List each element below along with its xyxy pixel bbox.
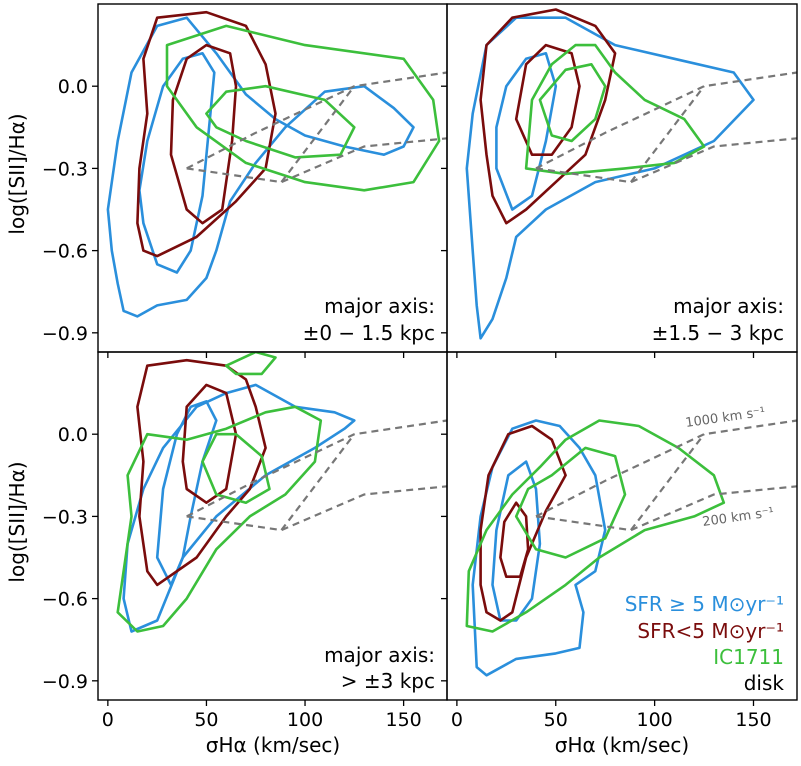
legend-ic1711: IC1711	[713, 645, 784, 669]
model-line-shock-link	[280, 433, 356, 531]
panel-plot-content	[465, 419, 797, 677]
panel-annotation-line1: major axis:	[673, 294, 784, 318]
x-tick-label: 50	[194, 709, 218, 731]
x-tick-label: 150	[385, 709, 421, 731]
panel-annotation-line1: major axis:	[324, 294, 435, 318]
ic1711-contour	[514, 446, 627, 559]
panel-annotation-line2: ±1.5 − 3 kpc	[652, 321, 784, 345]
model-line-shock-link	[280, 85, 356, 183]
low-sfr-contour	[169, 43, 238, 225]
ic1711-contour	[201, 432, 271, 505]
x-axis-label-left: σHα (km/sec)	[206, 733, 340, 757]
ic1711-contour	[465, 419, 726, 633]
panel-annotation-line2: > ±3 kpc	[341, 669, 435, 693]
low-sfr-contour	[136, 358, 267, 587]
y-tick-label: −0.3	[42, 506, 88, 528]
model-label-upper: 1000 km s⁻¹	[684, 405, 766, 431]
y-axis-label-top: log([SII]/Hα)	[5, 113, 29, 234]
y-tick-label: 0.0	[58, 424, 88, 446]
low-sfr-contour	[514, 43, 581, 156]
ic1711-contour	[205, 84, 356, 159]
low-sfr-contour	[479, 424, 567, 622]
ic1711-contour	[538, 63, 607, 143]
x-tick-label: 100	[636, 709, 672, 731]
model-line-shock-upper	[186, 419, 447, 518]
high-sfr-contour	[138, 51, 216, 274]
model-line-shock-upper	[535, 419, 797, 518]
y-axis-label-bottom: log([SII]/Hα)	[5, 461, 29, 582]
model-line-shock-lower	[535, 137, 797, 184]
y-tick-label: −0.6	[42, 589, 88, 611]
panel-frame	[446, 351, 798, 701]
model-line-shock-lower	[186, 137, 447, 184]
x-tick-label: 0	[451, 709, 463, 731]
panel-plot-content	[106, 10, 447, 318]
high-sfr-contour	[155, 399, 218, 587]
ic1711-contour	[165, 24, 441, 192]
x-tick-label: 50	[544, 709, 568, 731]
low-sfr-contour	[136, 10, 277, 258]
ic1711-contour	[116, 405, 323, 633]
panel-top-right: major axis: ±1.5 − 3 kpc	[441, 3, 798, 358]
x-tick-label: 100	[287, 709, 323, 731]
low-sfr-contour	[479, 8, 617, 225]
high-sfr-contour	[106, 16, 415, 318]
model-line-shock-upper	[186, 71, 447, 170]
x-tick-label: 0	[102, 709, 114, 731]
legend-high-sfr: SFR ≥ 5 M⊙yr⁻¹	[625, 592, 784, 616]
ic1711-contour	[524, 43, 706, 176]
legend-low-sfr: SFR<5 M⊙yr⁻¹	[637, 619, 784, 643]
y-tick-label: −0.3	[42, 158, 88, 180]
panel-plot-content	[465, 8, 797, 340]
panel-annotation-line1: major axis:	[324, 643, 435, 667]
ic1711-contour	[224, 352, 277, 376]
panel-bottom-right: 0 50 100 150 1000 km s⁻¹ 200 km s⁻¹ SFR ≥ 5…	[441, 351, 798, 731]
x-tick-label: 150	[735, 709, 771, 731]
high-sfr-contour	[471, 419, 607, 677]
y-tick-label: −0.6	[42, 241, 88, 263]
x-axis-label-right: σHα (km/sec)	[555, 733, 689, 757]
legend-disk: disk	[744, 671, 785, 695]
y-tick-label: 0.0	[58, 76, 88, 98]
model-line-shock-upper	[535, 71, 797, 170]
model-line-shock-link	[630, 85, 705, 183]
model-line-shock-link	[630, 433, 705, 531]
panel-annotation-line2: ±0 − 1.5 kpc	[303, 321, 435, 345]
panel-plot-content	[116, 352, 447, 633]
y-tick-label: −0.9	[42, 671, 88, 693]
low-sfr-contour	[499, 501, 530, 579]
y-tick-label: −0.9	[42, 323, 88, 345]
panel-top-left: 0.0 −0.3 −0.6 −0.9 major axis: ±0 − 1.5 kpc	[42, 3, 448, 358]
high-sfr-contour	[495, 51, 558, 211]
panel-bottom-left: 0.0 −0.3 −0.6 −0.9 0 50 100 150 major axis: > ±…	[42, 351, 448, 731]
